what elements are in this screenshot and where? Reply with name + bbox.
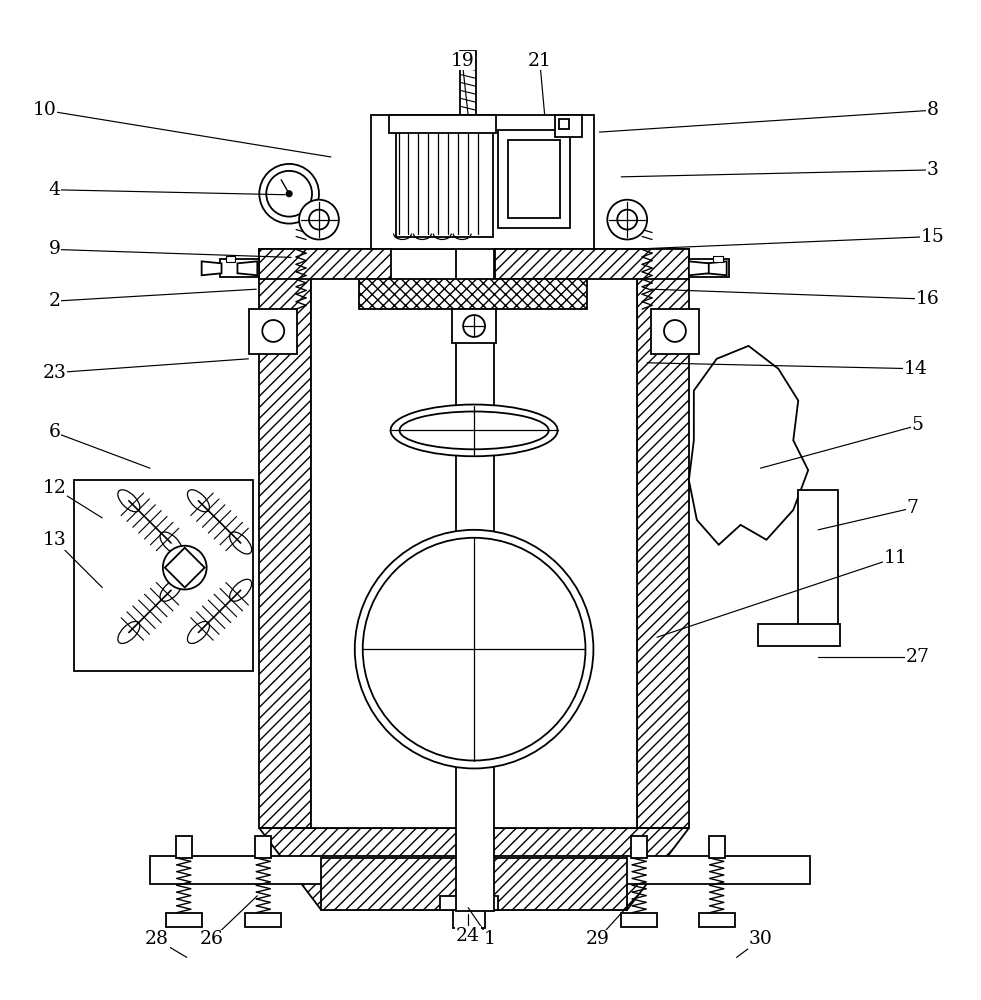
Bar <box>758 624 840 646</box>
Polygon shape <box>321 858 627 910</box>
Text: 5: 5 <box>911 416 923 434</box>
Bar <box>460 51 476 118</box>
Bar <box>245 913 282 927</box>
Circle shape <box>286 191 292 197</box>
Text: 13: 13 <box>42 531 67 549</box>
Text: 23: 23 <box>42 364 67 382</box>
Bar <box>388 115 496 133</box>
Text: 21: 21 <box>528 52 551 70</box>
Text: 24: 24 <box>456 927 480 945</box>
Text: 16: 16 <box>915 290 940 308</box>
Bar <box>440 896 498 910</box>
Polygon shape <box>259 249 390 279</box>
Ellipse shape <box>230 579 252 601</box>
Text: 4: 4 <box>48 181 61 199</box>
Circle shape <box>607 200 647 239</box>
Polygon shape <box>638 249 689 828</box>
Polygon shape <box>165 548 205 588</box>
Text: 8: 8 <box>926 101 939 119</box>
Text: 7: 7 <box>906 499 918 517</box>
Bar <box>498 130 570 228</box>
Bar <box>226 256 235 262</box>
Bar <box>698 913 735 927</box>
Text: 14: 14 <box>904 360 927 378</box>
Text: 2: 2 <box>48 292 61 310</box>
Polygon shape <box>689 261 708 275</box>
Polygon shape <box>359 279 588 309</box>
Ellipse shape <box>230 532 252 554</box>
Circle shape <box>299 200 338 239</box>
Text: 29: 29 <box>586 930 609 948</box>
Polygon shape <box>495 249 689 279</box>
Bar <box>452 309 496 343</box>
Bar <box>554 115 583 137</box>
Bar <box>708 836 725 858</box>
Bar <box>176 836 191 858</box>
Bar <box>462 928 476 936</box>
Circle shape <box>664 320 686 342</box>
Text: 6: 6 <box>48 423 61 441</box>
Bar <box>453 910 485 928</box>
Bar <box>689 259 729 277</box>
Text: 11: 11 <box>884 549 907 567</box>
Circle shape <box>355 530 594 768</box>
Text: 12: 12 <box>42 479 67 497</box>
Bar <box>713 256 723 262</box>
Text: 27: 27 <box>905 648 930 666</box>
Ellipse shape <box>187 621 210 643</box>
Circle shape <box>259 164 319 224</box>
Circle shape <box>266 171 312 217</box>
Ellipse shape <box>187 490 210 512</box>
Text: 26: 26 <box>200 930 224 948</box>
Polygon shape <box>259 249 311 828</box>
Text: 3: 3 <box>926 161 939 179</box>
Bar <box>631 836 647 858</box>
Circle shape <box>617 210 638 230</box>
Ellipse shape <box>160 532 182 554</box>
Ellipse shape <box>390 405 557 456</box>
Bar <box>395 127 493 237</box>
Polygon shape <box>706 261 727 275</box>
Ellipse shape <box>160 579 182 601</box>
Bar <box>150 856 810 884</box>
Polygon shape <box>259 828 689 910</box>
Bar <box>220 259 259 277</box>
Bar <box>651 309 698 354</box>
Circle shape <box>463 315 485 337</box>
Polygon shape <box>689 346 808 545</box>
Bar <box>456 115 494 911</box>
Text: 15: 15 <box>920 228 945 246</box>
Circle shape <box>262 320 284 342</box>
Text: 30: 30 <box>749 930 772 948</box>
Circle shape <box>363 538 586 761</box>
Text: 9: 9 <box>48 240 61 258</box>
Bar <box>166 913 202 927</box>
Bar <box>255 836 272 858</box>
Bar <box>249 309 297 354</box>
Ellipse shape <box>399 412 548 449</box>
Bar <box>558 119 569 129</box>
Bar <box>75 480 253 671</box>
Circle shape <box>309 210 329 230</box>
Bar <box>311 249 638 828</box>
Bar <box>621 913 657 927</box>
Text: 19: 19 <box>450 52 474 70</box>
Circle shape <box>163 546 207 589</box>
Text: 1: 1 <box>484 930 496 948</box>
Ellipse shape <box>118 621 140 643</box>
Bar <box>371 115 594 249</box>
Text: 10: 10 <box>32 101 57 119</box>
Bar <box>508 140 559 218</box>
Polygon shape <box>237 261 257 275</box>
Text: 28: 28 <box>145 930 169 948</box>
Polygon shape <box>202 261 222 275</box>
Bar <box>799 490 838 629</box>
Ellipse shape <box>118 490 140 512</box>
